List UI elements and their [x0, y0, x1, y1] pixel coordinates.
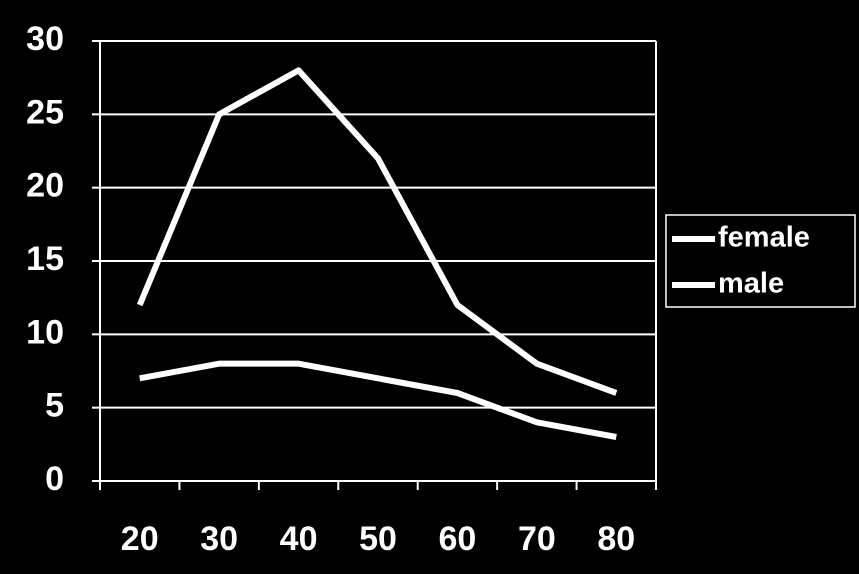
y-tick-label: 20 — [26, 167, 64, 205]
y-tick-label: 5 — [45, 387, 64, 425]
x-tick-label: 30 — [200, 520, 238, 558]
legend-label: male — [718, 268, 784, 300]
x-tick-label: 70 — [518, 520, 556, 558]
legend-label: female — [718, 222, 810, 254]
x-tick-label: 20 — [121, 520, 159, 558]
y-tick-label: 25 — [26, 93, 64, 131]
x-tick-label: 80 — [597, 520, 635, 558]
y-tick-label: 10 — [26, 313, 64, 351]
x-tick-label: 40 — [280, 520, 318, 558]
y-tick-label: 15 — [26, 240, 64, 278]
legend-box — [665, 214, 856, 308]
y-tick-label: 0 — [45, 460, 64, 498]
y-tick-label: 30 — [26, 20, 64, 58]
x-tick-label: 50 — [359, 520, 397, 558]
series-line — [136, 67, 618, 396]
series-line — [139, 360, 617, 440]
x-tick-label: 60 — [439, 520, 477, 558]
